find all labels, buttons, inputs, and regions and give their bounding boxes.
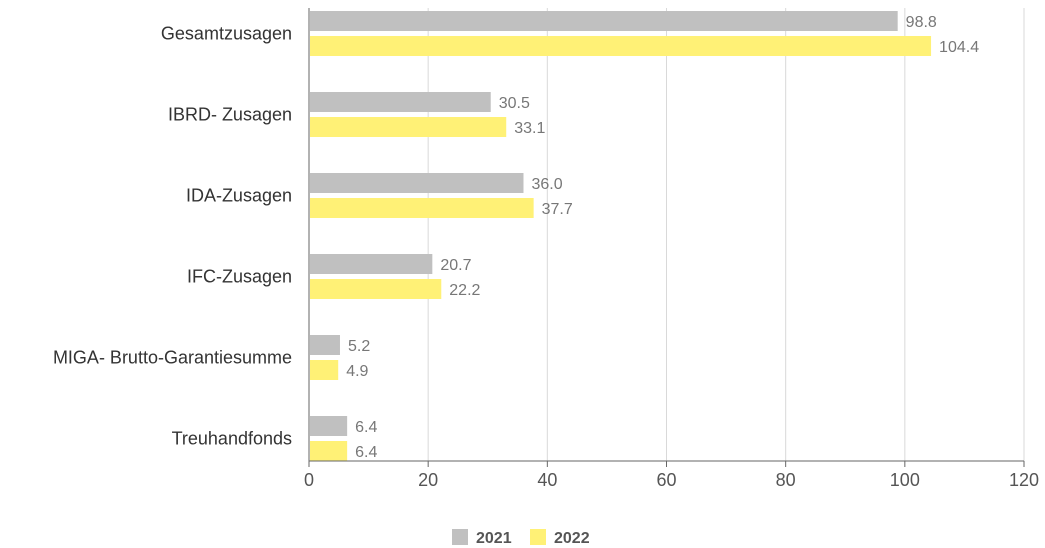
bar-2022 xyxy=(310,279,442,299)
category-label: IFC-Zusagen xyxy=(187,267,292,287)
category-label: IDA-Zusagen xyxy=(186,186,292,206)
category-labels: Gesamtzusagen IBRD- Zusagen IDA-Zusagen IFC… xyxy=(53,24,292,449)
x-tick-label: 100 xyxy=(890,470,920,490)
bar-2022 xyxy=(310,441,348,461)
x-tick-labels: 0 20 40 60 80 100 120 xyxy=(304,470,1039,490)
grid-lines xyxy=(427,8,1025,461)
value-label-2022: 37.7 xyxy=(542,201,573,218)
bar-2022 xyxy=(310,360,339,380)
x-tick-label: 0 xyxy=(304,470,314,490)
category-label: Treuhandfonds xyxy=(172,429,292,449)
category-label: IBRD- Zusagen xyxy=(168,105,292,125)
legend-label-2021: 2021 xyxy=(476,530,512,547)
legend-swatch-2021 xyxy=(452,529,468,545)
axes xyxy=(308,8,1025,467)
bars xyxy=(310,11,932,461)
bar-2022 xyxy=(310,36,932,56)
category-label: Gesamtzusagen xyxy=(161,24,292,44)
value-label-2021: 36.0 xyxy=(532,176,563,193)
value-label-2022: 33.1 xyxy=(514,120,545,137)
value-label-2021: 98.8 xyxy=(906,14,937,31)
category-label: MIGA- Brutto-Garantiesumme xyxy=(53,348,292,368)
value-label-2022: 22.2 xyxy=(449,282,480,299)
value-label-2021: 30.5 xyxy=(499,95,530,112)
x-tick-label: 40 xyxy=(537,470,557,490)
legend-label-2022: 2022 xyxy=(554,530,590,547)
bar-2021 xyxy=(310,335,340,355)
bar-2021 xyxy=(310,173,524,193)
value-label-2021: 20.7 xyxy=(440,257,471,274)
x-tick-label: 80 xyxy=(776,470,796,490)
bar-2021 xyxy=(310,11,898,31)
value-label-2022: 104.4 xyxy=(939,39,979,56)
value-label-2021: 5.2 xyxy=(348,338,370,355)
value-label-2022: 4.9 xyxy=(346,363,368,380)
value-label-2022: 6.4 xyxy=(355,444,377,461)
bar-2021 xyxy=(310,416,348,436)
legend: 2021 2022 xyxy=(452,529,590,547)
x-tick-label: 120 xyxy=(1009,470,1039,490)
bar-2021 xyxy=(310,92,491,112)
bar-2022 xyxy=(310,117,507,137)
x-tick-label: 60 xyxy=(656,470,676,490)
value-label-2021: 6.4 xyxy=(355,419,377,436)
legend-swatch-2022 xyxy=(530,529,546,545)
bar-2022 xyxy=(310,198,534,218)
bar-2021 xyxy=(310,254,433,274)
x-tick-label: 20 xyxy=(418,470,438,490)
